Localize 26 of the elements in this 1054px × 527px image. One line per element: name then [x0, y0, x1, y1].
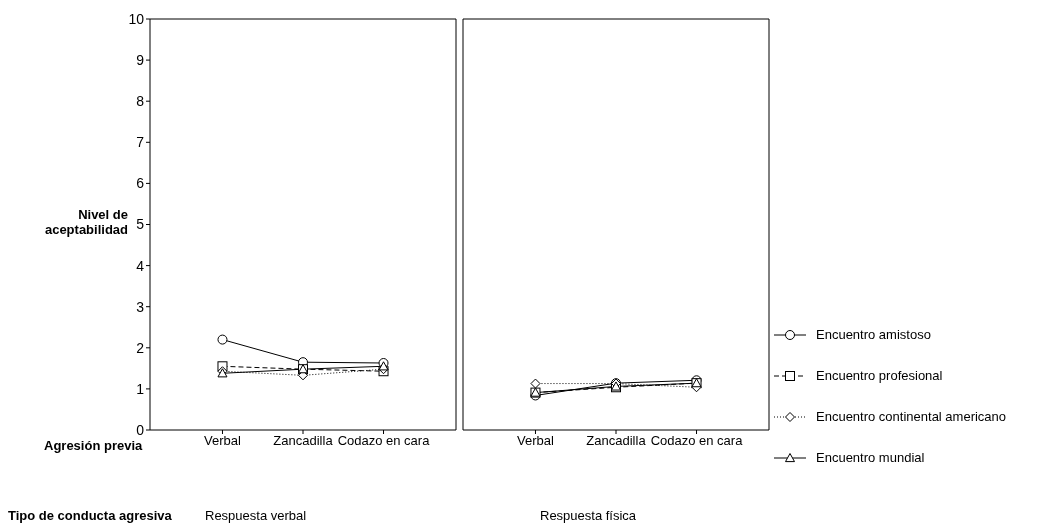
- y-tick-label: 6: [136, 175, 145, 192]
- y-tick-label: 1: [136, 380, 145, 397]
- legend-label: Encuentro continental americano: [816, 409, 1007, 424]
- y-tick-label: 9: [136, 52, 145, 69]
- y-tick-label: 7: [136, 134, 145, 151]
- y-tick-label: 5: [136, 216, 145, 233]
- legend-label: Encuentro profesional: [816, 368, 943, 383]
- y-tick-label: 4: [136, 257, 145, 274]
- y-tick-label: 3: [136, 298, 145, 315]
- text: Tipo de conducta agresiva: [8, 508, 172, 523]
- y-tick-label: 8: [136, 93, 145, 110]
- y-tick-label: 10: [128, 10, 145, 27]
- legend-label: Encuentro mundial: [816, 450, 925, 465]
- x-axis-title: Respuesta física: [540, 508, 637, 523]
- x-tick-label: Zancadilla: [273, 433, 334, 449]
- text: Agresión previa: [44, 438, 143, 453]
- x-tick-label: Codazo en cara: [337, 433, 431, 449]
- x-tick-label: Codazo en cara: [650, 433, 744, 449]
- y-tick-label: 0: [136, 421, 145, 438]
- x-axis-title: Respuesta verbal: [205, 508, 307, 523]
- x-tick-label: Zancadilla: [586, 433, 647, 449]
- y-axis-title: Nivel de aceptabilidad: [43, 207, 128, 237]
- legend-label: Encuentro amistoso: [816, 327, 931, 342]
- y-tick-label: 2: [136, 339, 145, 356]
- x-tick-label: Verbal: [517, 433, 555, 449]
- x-tick-label: Verbal: [204, 433, 242, 449]
